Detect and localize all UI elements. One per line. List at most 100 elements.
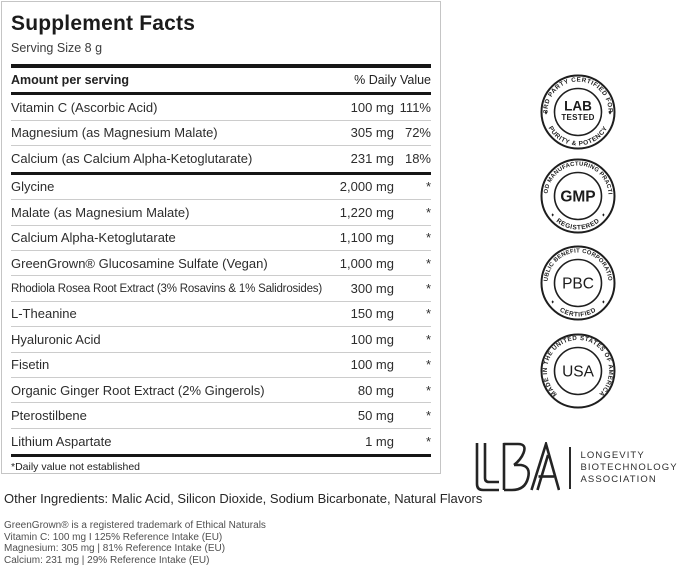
svg-text:USA: USA	[562, 364, 595, 381]
ingredient-amount: 1,000 mg	[339, 255, 394, 271]
badge-inner-ring	[553, 171, 603, 221]
fine-print-line: Magnesium: 305 mg | 81% Reference Intake…	[4, 543, 226, 555]
daily-value-column-header: % Daily Value	[354, 73, 431, 87]
ingredient-amount: 100 mg	[350, 99, 394, 115]
daily-value: *	[425, 433, 431, 449]
badge-outer-ring	[540, 74, 616, 150]
diamond-icon: ♦	[544, 111, 547, 117]
ingredient-name: Magnesium (as Magnesium Malate)	[11, 125, 218, 141]
ingredient-name: Organic Ginger Root Extract (2% Gingerol…	[11, 382, 265, 398]
svg-text:CERTIFIED: CERTIFIED	[558, 307, 597, 319]
supplement-facts-panel: Supplement Facts Serving Size 8 g Amount…	[1, 1, 441, 474]
ingredient-name: L-Theanine	[11, 306, 77, 322]
gmp-badge: GOOD MANUFACTURING PRACTICEREGISTEREDGMP…	[538, 156, 616, 234]
diamond-icon: ♦	[608, 111, 611, 117]
ingredient-name: Fisetin	[11, 357, 50, 373]
svg-text:GMP: GMP	[560, 189, 595, 206]
ingredient-name: Hyaluronic Acid	[11, 331, 101, 347]
ingredient-amount: 150 mg	[350, 306, 394, 322]
daily-value: 72%	[404, 125, 431, 141]
ingredient-amount: 300 mg	[350, 281, 394, 297]
daily-value: *	[425, 281, 431, 297]
table-row: Calcium (as Calcium Alpha-Ketoglutarate)…	[11, 146, 431, 172]
association-name-line: ASSOCIATION	[580, 474, 657, 485]
ingredient-amount: 50 mg	[357, 407, 394, 423]
diamond-icon: ♦	[551, 300, 554, 306]
ingredient-amount: 305 mg	[350, 125, 394, 141]
badge-outer-ring	[540, 245, 616, 321]
daily-value: *	[425, 230, 431, 246]
badge-outer-ring	[540, 158, 616, 234]
association-name-line: LONGEVITY	[580, 450, 645, 461]
table-row: Rhodiola Rosea Root Extract (3% Rosavins…	[11, 276, 431, 302]
svg-text:PBC: PBC	[562, 276, 594, 293]
panel-title: Supplement Facts	[11, 12, 196, 35]
daily-value: *	[425, 382, 431, 398]
badge-inner-ring	[553, 87, 603, 137]
serving-size: Serving Size 8 g	[11, 41, 103, 55]
table-row: Vitamin C (Ascorbic Acid) 100 mg 111%	[11, 95, 431, 121]
certification-badges: 3RD PARTY CERTIFIED FOR PURITY & POTENCY L…	[538, 0, 618, 567]
ingredient-name: Rhodiola Rosea Root Extract (3% Rosavins…	[11, 282, 322, 295]
table-row: Lithium Aspartate 1 mg *	[11, 429, 431, 454]
table-row: Fisetin 100 mg *	[11, 353, 431, 378]
daily-value: *	[425, 306, 431, 322]
fine-print-line: GreenGrown® is a registered trademark of…	[4, 520, 266, 531]
fine-print-line: Calcium: 231 mg | 29% Reference Intake (…	[4, 554, 210, 566]
ingredient-amount: 100 mg	[350, 357, 394, 373]
ingredient-name: GreenGrown® Glucosamine Sulfate (Vegan)	[11, 255, 268, 271]
ingredient-name: Calcium (as Calcium Alpha-Ketoglutarate)	[11, 151, 253, 167]
table-row: L-Theanine 150 mg *	[11, 302, 431, 328]
badge-inner-ring	[553, 346, 603, 396]
ingredient-amount: 100 mg	[350, 331, 394, 347]
thick-divider-top	[11, 64, 431, 68]
table-row: Calcium Alpha-Ketoglutarate 1,100 mg *	[11, 226, 431, 251]
daily-value: *	[425, 255, 431, 271]
pbc-badge: PUBLIC BENEFIT CORPORATIONCERTIFIEDPBC♦♦	[538, 243, 616, 321]
lba-logo-mark-icon	[475, 442, 560, 492]
daily-value-footnote: *Daily value not established	[11, 454, 431, 473]
diamond-icon: ♦	[602, 300, 605, 306]
table-row: Glycine 2,000 mg *	[11, 175, 431, 201]
ingredient-name: Pterostilbene	[11, 407, 87, 423]
badge-outer-ring	[540, 333, 616, 409]
ingredient-amount: 231 mg	[350, 151, 394, 167]
daily-value: 18%	[404, 151, 431, 167]
table-header: Amount per serving % Daily Value	[11, 68, 431, 92]
amount-column-header: Amount per serving	[11, 73, 130, 87]
diamond-icon: ♦	[602, 213, 605, 219]
ingredient-name: Glycine	[11, 179, 55, 195]
other-ingredients-line: Other Ingredients: Malic Acid, Silicon D…	[4, 491, 483, 506]
ingredient-amount: 1 mg	[365, 433, 394, 449]
daily-value: *	[425, 331, 431, 347]
fine-print-line: Vitamin C: 100 mg I 125% Reference Intak…	[4, 531, 223, 543]
badge-inner-ring	[553, 258, 603, 308]
daily-value: *	[425, 357, 431, 373]
table-row: Pterostilbene 50 mg *	[11, 403, 431, 429]
diamond-icon: ♦	[551, 213, 554, 219]
association-name: LONGEVITY BIOTECHNOLOGY ASSOCIATION	[581, 450, 678, 486]
table-row: Hyaluronic Acid 100 mg *	[11, 327, 431, 353]
table-row: Magnesium (as Magnesium Malate) 305 mg 72%	[11, 121, 431, 147]
table-row: Malate (as Magnesium Malate) 1,220 mg *	[11, 200, 431, 226]
daily-value-rows: Vitamin C (Ascorbic Acid) 100 mg 111% Magne…	[11, 95, 431, 172]
ingredient-amount: 2,000 mg	[339, 179, 394, 195]
table-row: GreenGrown® Glucosamine Sulfate (Vegan) 1…	[11, 251, 431, 277]
association-name-line: BIOTECHNOLOGY	[580, 462, 678, 473]
daily-value: *	[425, 407, 431, 423]
ingredient-name: Vitamin C (Ascorbic Acid)	[11, 99, 158, 115]
fine-print-block: GreenGrown® is a registered trademark of…	[4, 520, 266, 566]
logo-divider	[569, 447, 571, 489]
lba-logo: LONGEVITY BIOTECHNOLOGY ASSOCIATION	[474, 442, 678, 494]
daily-value: *	[425, 204, 431, 220]
ingredient-amount: 80 mg	[357, 382, 394, 398]
svg-text:TESTED: TESTED	[561, 113, 594, 122]
thick-divider-header	[11, 92, 431, 95]
ingredient-name: Calcium Alpha-Ketoglutarate	[11, 230, 176, 246]
ingredient-amount: 1,220 mg	[339, 204, 394, 220]
daily-value: 111%	[399, 99, 431, 115]
svg-text:LAB: LAB	[564, 99, 592, 114]
daily-value: *	[425, 179, 431, 195]
